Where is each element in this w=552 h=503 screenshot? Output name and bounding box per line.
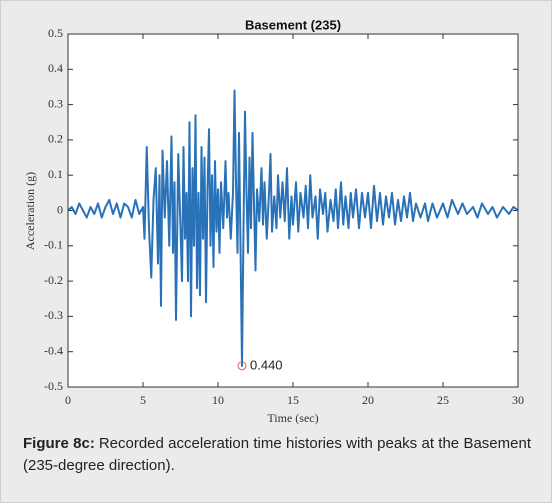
data-line [67,89,519,367]
x-axis-label: Time (sec) [267,411,318,425]
caption: Figure 8c: Recorded acceleration time his… [23,433,531,477]
x-tick-label: 5 [140,393,146,407]
y-tick-label: -0.5 [44,379,63,393]
x-tick-label: 10 [212,393,224,407]
y-tick-label: 0.2 [48,132,63,146]
peak-annotation: 0.440 [250,357,283,372]
chart-title: Basement (235) [245,17,341,32]
y-tick-label: -0.2 [44,273,63,287]
y-tick-label: 0.4 [48,61,63,75]
caption-label: Figure 8c: [23,435,95,452]
y-tick-label: -0.3 [44,308,63,322]
y-axis-label: Acceleration (g) [23,172,37,250]
peak-marker [237,361,247,371]
y-tick-label: -0.1 [44,238,63,252]
y-tick-label: 0 [57,202,63,216]
x-tick-label: 15 [287,393,299,407]
y-tick-label: 0.1 [48,167,63,181]
chart: Basement (235) Time (sec) Acceleration (… [23,17,524,425]
y-tick-label: 0.3 [48,96,63,110]
caption-text: Recorded acceleration time histories wit… [23,435,531,474]
y-tick-label: 0.5 [48,26,63,40]
x-tick-label: 0 [65,393,71,407]
x-tick-label: 25 [437,393,449,407]
y-tick-label: -0.4 [44,343,63,357]
plot-frame [67,33,519,388]
x-tick-label: 30 [512,393,524,407]
x-tick-label: 20 [362,393,374,407]
